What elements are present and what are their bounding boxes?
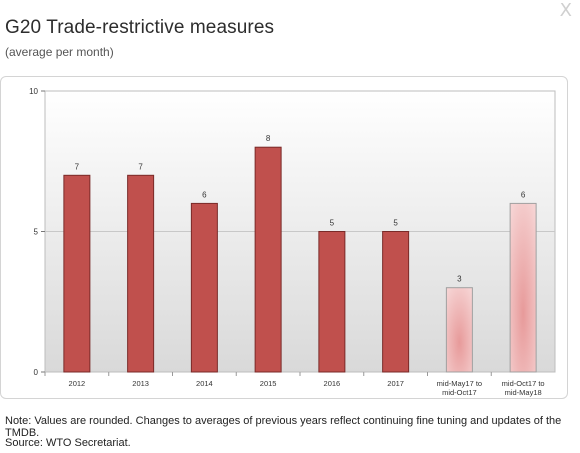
bar bbox=[190, 202, 218, 373]
data-label: 6 bbox=[202, 190, 207, 199]
x-tick-label: 2017 bbox=[387, 379, 404, 388]
footnote: Note: Values are rounded. Changes to ave… bbox=[5, 415, 562, 439]
x-tick-label: 2012 bbox=[69, 379, 86, 388]
x-tick-label: 2015 bbox=[260, 379, 277, 388]
bar-chart: 0 5 10 7 2012 7 2013 6 2014 8 2015 5 2016 5 2017 3 mid-M… bbox=[29, 87, 556, 397]
data-label: 8 bbox=[266, 134, 271, 143]
data-label: 7 bbox=[75, 162, 80, 171]
x-tick-label: 2013 bbox=[132, 379, 149, 388]
bar bbox=[445, 287, 473, 373]
x-tick-label: 2014 bbox=[196, 379, 213, 388]
bar bbox=[63, 174, 91, 373]
x-tick-label: mid-May18 bbox=[505, 388, 542, 397]
bar bbox=[127, 174, 155, 373]
data-label: 7 bbox=[138, 162, 143, 171]
x-tick-label: mid-Oct17 bbox=[442, 388, 477, 397]
y-tick-label: 0 bbox=[34, 368, 39, 377]
x-tick-label: mid-May17 to bbox=[437, 379, 482, 388]
source-note: Source: WTO Secretariat. bbox=[5, 437, 131, 449]
bar bbox=[509, 202, 537, 373]
bar bbox=[318, 231, 346, 373]
data-label: 5 bbox=[330, 219, 335, 228]
y-tick-label: 5 bbox=[34, 228, 39, 237]
y-tick-label: 10 bbox=[29, 87, 38, 96]
chart-frame: 0 5 10 7 2012 7 2013 6 2014 8 2015 5 2016 5 2017 3 mid-M… bbox=[0, 76, 568, 399]
chart-subtitle: (average per month) bbox=[5, 45, 114, 59]
data-label: 3 bbox=[457, 275, 462, 284]
data-label: 6 bbox=[521, 190, 526, 199]
x-tick-label: 2016 bbox=[324, 379, 341, 388]
close-button[interactable]: X bbox=[559, 0, 572, 21]
data-label: 5 bbox=[393, 219, 398, 228]
x-tick-label: mid-Oct17 to bbox=[502, 379, 545, 388]
chart-title: G20 Trade-restrictive measures bbox=[5, 17, 275, 38]
bar bbox=[254, 146, 282, 373]
bar bbox=[382, 231, 410, 373]
